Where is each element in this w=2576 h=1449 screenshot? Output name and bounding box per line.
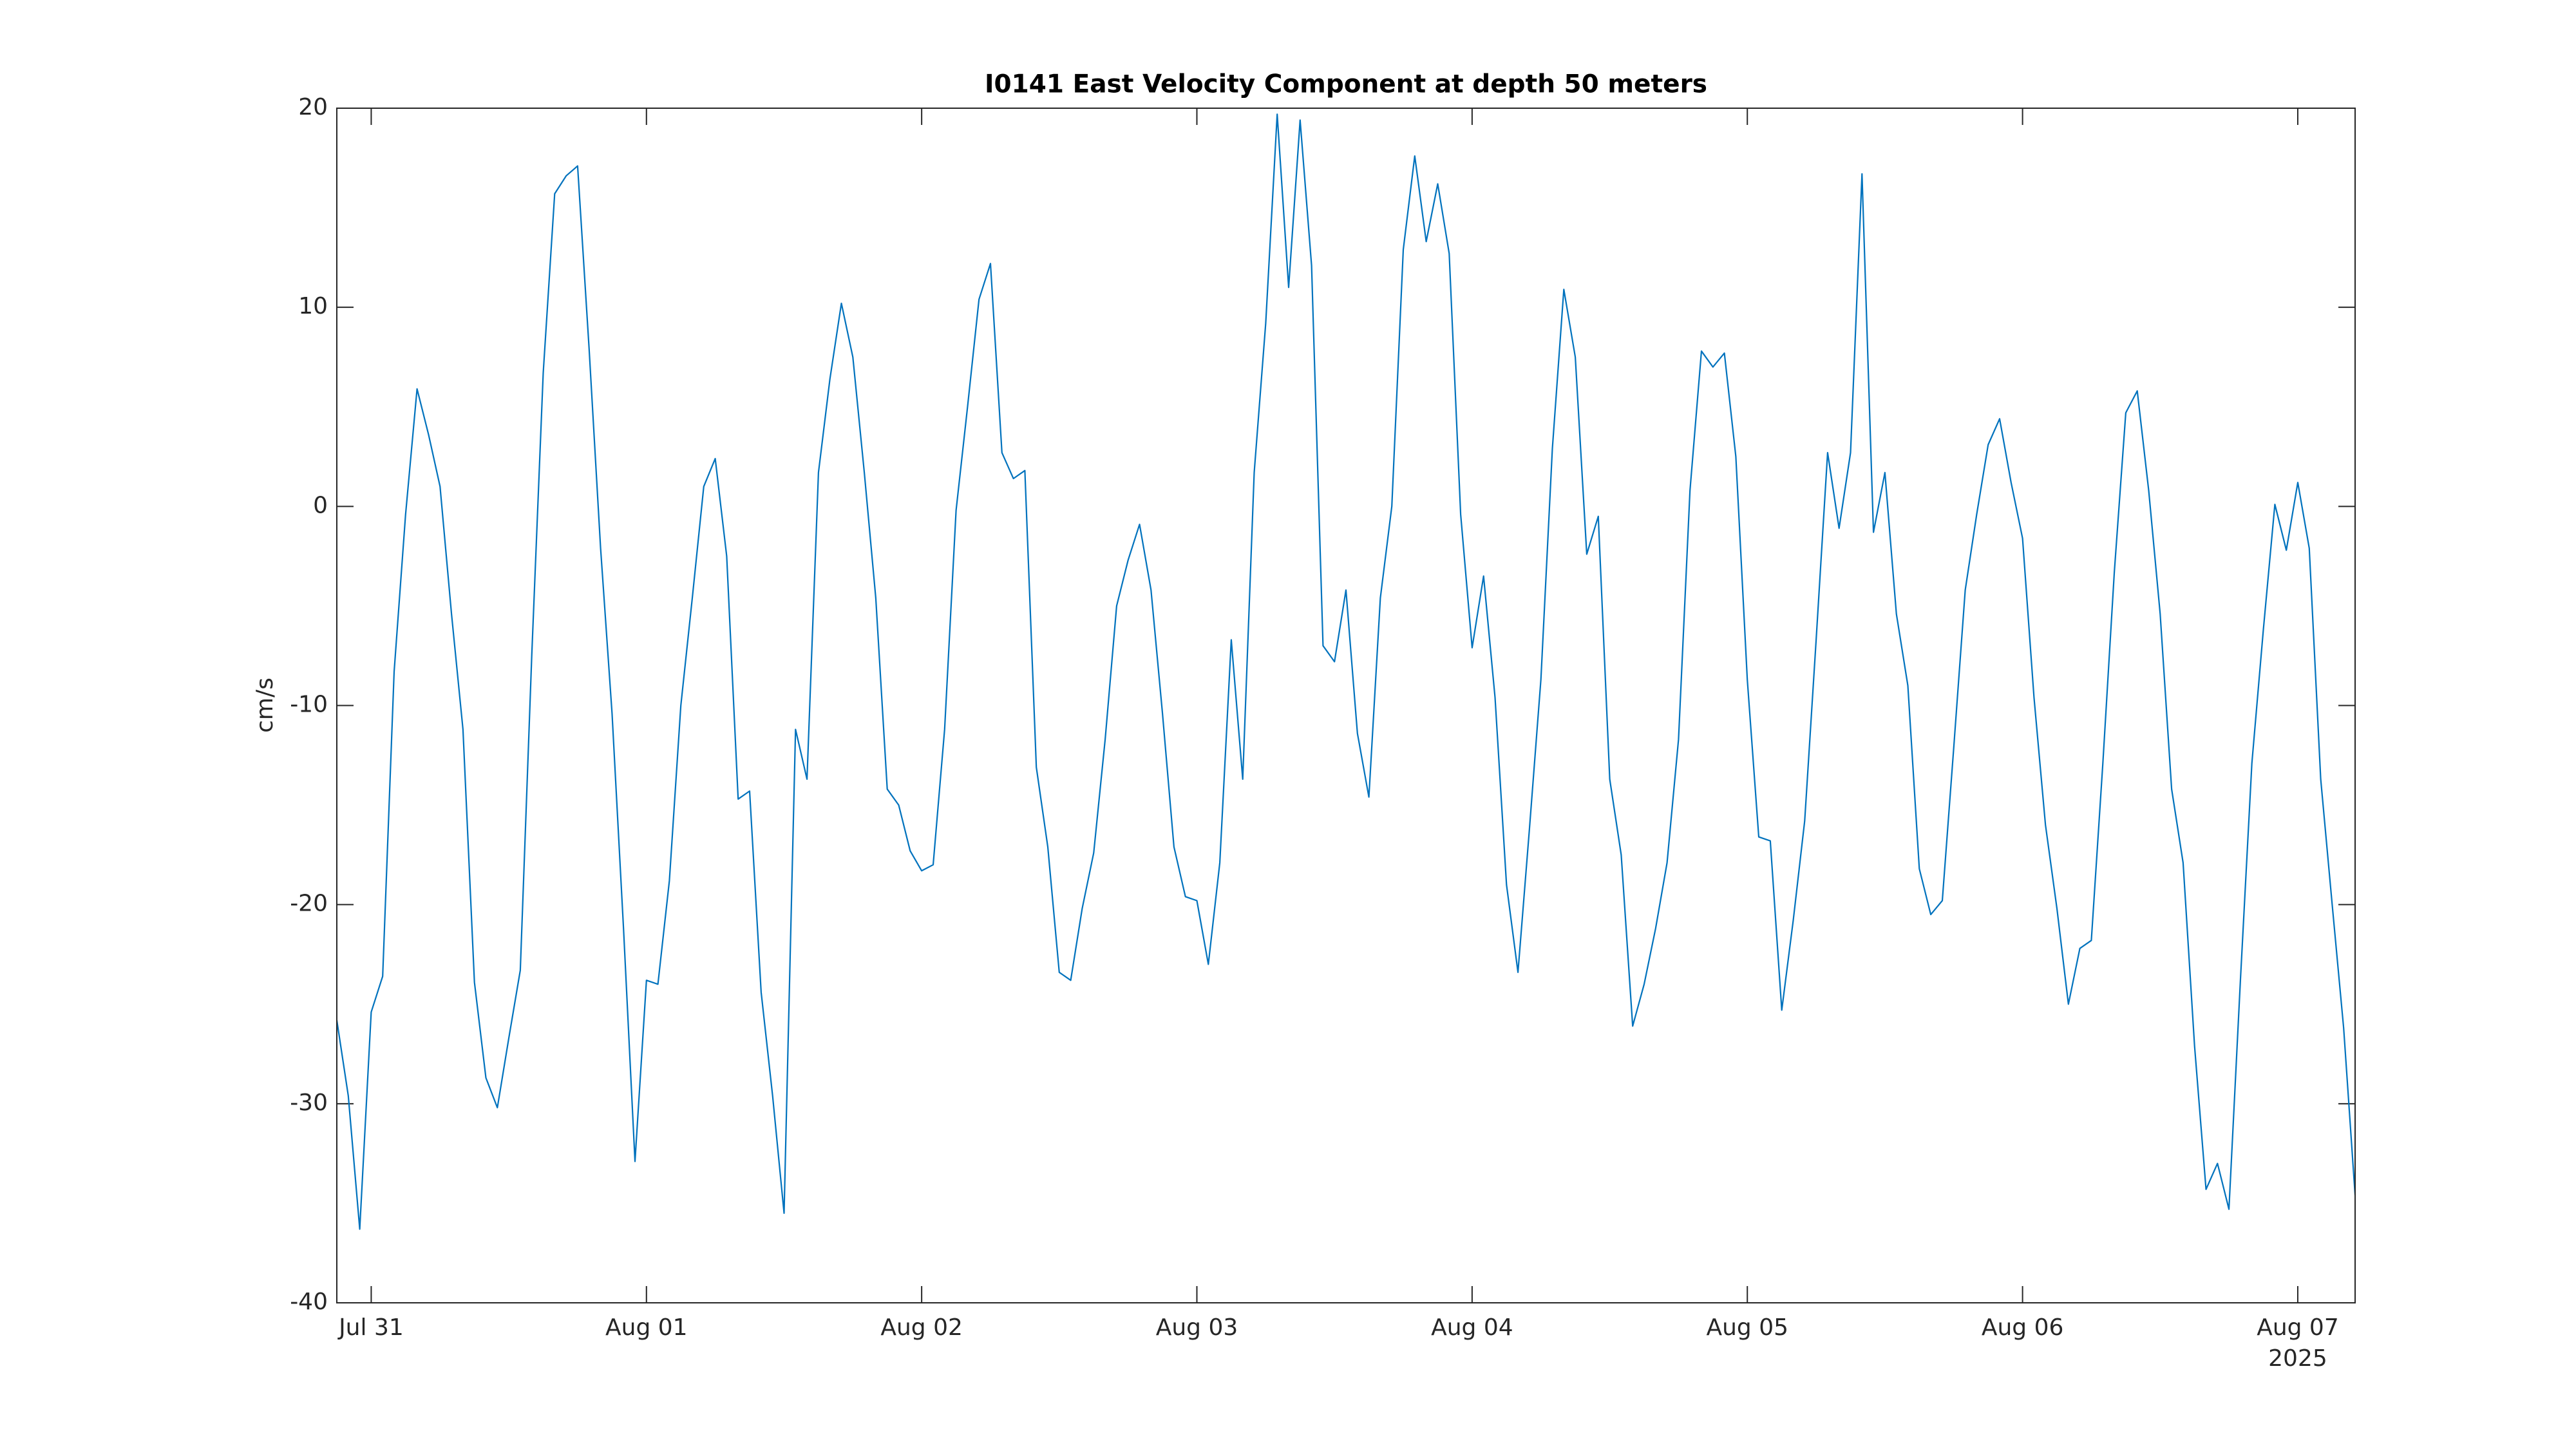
axes-box	[336, 108, 2356, 1303]
y-tick-label: 0	[313, 492, 328, 518]
y-tick-label: -10	[290, 692, 328, 718]
x-tick-label: Aug 07	[2257, 1314, 2339, 1341]
plot-area	[337, 108, 2355, 1303]
x-secondary-label: 2025	[2268, 1345, 2327, 1372]
x-tick-label: Aug 06	[1982, 1314, 2064, 1341]
x-tick-label: Aug 04	[1431, 1314, 1513, 1341]
x-tick-label: Aug 03	[1156, 1314, 1238, 1341]
y-tick-label: 20	[298, 94, 328, 120]
x-tick-label: Aug 02	[880, 1314, 963, 1341]
x-tick-label: Aug 05	[1706, 1314, 1788, 1341]
chart-title: I0141 East Velocity Component at depth 5…	[985, 70, 1707, 99]
data-line	[336, 113, 2356, 1230]
y-tick-label: -40	[290, 1289, 328, 1315]
y-tick-label: -30	[290, 1090, 328, 1116]
x-tick-label: Aug 01	[605, 1314, 688, 1341]
y-axis-label: cm/s	[252, 677, 278, 733]
y-tick-label: 10	[298, 293, 328, 319]
x-tick-label: Jul 31	[337, 1314, 404, 1341]
y-tick-label: -20	[290, 891, 328, 917]
